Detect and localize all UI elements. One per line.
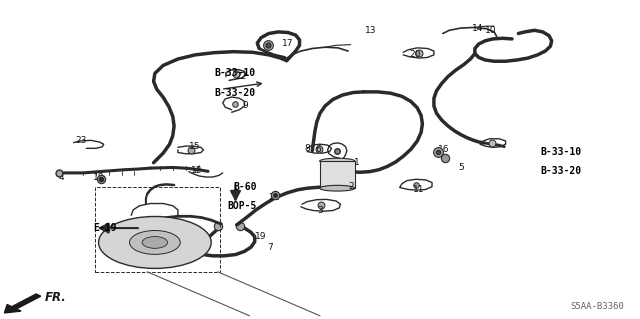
Ellipse shape [142,237,168,248]
Text: 15: 15 [189,142,200,151]
Text: 16: 16 [438,145,449,154]
Text: S5AA-B3360: S5AA-B3360 [570,302,624,311]
Ellipse shape [99,217,211,268]
Text: 5: 5 [458,163,464,172]
Ellipse shape [320,185,355,191]
Text: 23: 23 [76,136,87,145]
Text: 12: 12 [191,166,202,175]
Text: 18: 18 [93,173,104,182]
Text: BOP-5: BOP-5 [227,201,257,211]
Text: 8: 8 [304,144,310,153]
Bar [320,161,355,188]
Text: E-19: E-19 [93,223,116,233]
Text: 2: 2 [349,182,355,191]
Text: 10: 10 [485,26,497,35]
Text: 20: 20 [410,50,421,59]
Text: 7: 7 [268,243,273,252]
Text: 19: 19 [255,232,266,241]
Text: 21: 21 [269,193,280,202]
Bar [95,187,220,272]
Text: B-33-10: B-33-10 [214,68,255,78]
Text: 9: 9 [242,101,248,110]
Text: FR.: FR. [45,291,67,304]
Text: 6: 6 [315,145,321,154]
Ellipse shape [129,231,180,254]
Text: 14: 14 [472,24,484,33]
Text: 4: 4 [59,173,65,182]
Text: B-33-20: B-33-20 [214,87,255,98]
Text: 22: 22 [236,72,247,81]
Text: 3: 3 [317,206,323,215]
Text: B-33-20: B-33-20 [541,166,582,176]
Text: B-33-10: B-33-10 [541,146,582,157]
Ellipse shape [320,158,355,164]
FancyArrow shape [4,294,41,313]
Text: 11: 11 [413,185,424,194]
Text: B-60: B-60 [234,182,257,192]
Text: 17: 17 [282,39,293,48]
Text: 13: 13 [365,26,376,35]
Text: 1: 1 [354,158,360,167]
